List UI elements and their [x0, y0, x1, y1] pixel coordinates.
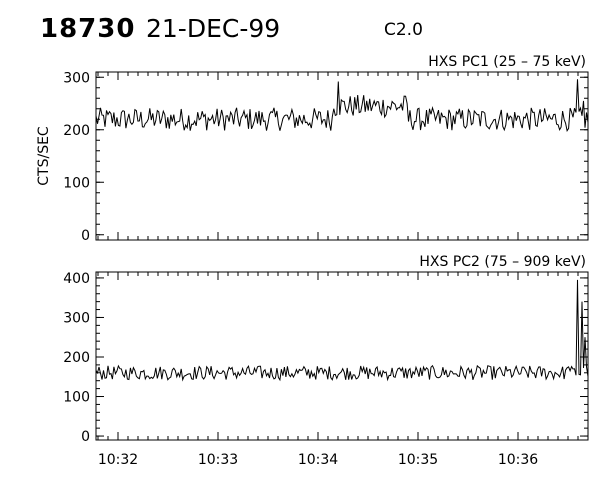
- x-tick-label: 10:32: [98, 452, 138, 468]
- y-tick-label: 300: [63, 310, 90, 326]
- panel-2-title: HXS PC2 (75 – 909 keV): [419, 254, 586, 270]
- y-axis-label: CTS/SEC: [36, 126, 52, 186]
- event-id-label: 18730: [40, 14, 136, 44]
- y-tick-label: 300: [63, 70, 90, 86]
- x-tick-label: 10:36: [498, 452, 538, 468]
- y-tick-label: 0: [81, 228, 90, 244]
- y-tick-label: 200: [63, 123, 90, 139]
- flare-class-label: C2.0: [384, 20, 423, 40]
- y-tick-label: 400: [63, 271, 90, 287]
- panel-1-title: HXS PC1 (25 – 75 keV): [428, 54, 586, 70]
- panel-2-frame: [95, 271, 589, 441]
- event-date-label: 21-DEC-99: [146, 14, 281, 43]
- y-tick-label: 100: [63, 390, 90, 406]
- series-line-2: [95, 279, 589, 382]
- series-line-1: [95, 79, 589, 132]
- y-tick-label: 100: [63, 175, 90, 191]
- panel-1-frame: [95, 71, 589, 241]
- y-tick-label: 0: [81, 429, 90, 445]
- y-tick-label: 200: [63, 350, 90, 366]
- x-tick-label: 10:33: [198, 452, 238, 468]
- x-tick-label: 10:34: [298, 452, 338, 468]
- x-tick-label: 10:35: [398, 452, 438, 468]
